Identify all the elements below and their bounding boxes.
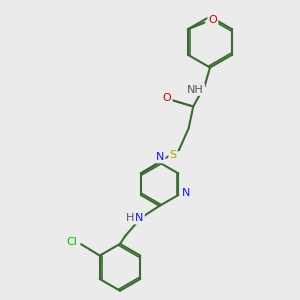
Text: O: O: [208, 15, 217, 25]
Text: N: N: [135, 213, 144, 224]
Text: NH: NH: [187, 85, 204, 95]
Text: H: H: [125, 213, 134, 224]
Text: S: S: [169, 150, 177, 160]
Text: N: N: [182, 188, 190, 199]
Text: Cl: Cl: [67, 237, 78, 248]
Text: N: N: [156, 152, 164, 162]
Text: O: O: [163, 93, 171, 103]
